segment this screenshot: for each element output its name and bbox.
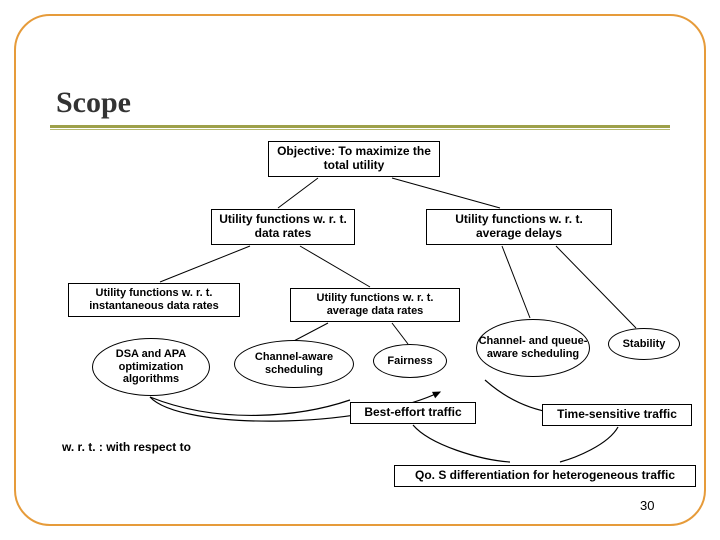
title-underline-thick [50,125,670,128]
node-utility-delays: Utility functions w. r. t. average delay… [426,209,612,245]
ellipse-dsa: DSA and APA optimization algorithms [92,338,210,396]
title-underline-thin [50,129,670,130]
ellipse-stability: Stability [608,328,680,360]
ellipse-channel-aware: Channel-aware scheduling [234,340,354,388]
page-title: Scope [56,86,131,120]
ellipse-fairness: Fairness [373,344,447,378]
node-best-effort: Best-effort traffic [350,402,476,424]
node-objective: Objective: To maximize the total utility [268,141,440,177]
node-utility-instantaneous: Utility functions w. r. t. instantaneous… [68,283,240,317]
node-time-sensitive: Time-sensitive traffic [542,404,692,426]
page-number: 30 [640,498,654,513]
footnote: w. r. t. : with respect to [62,440,191,454]
node-utility-rates: Utility functions w. r. t. data rates [211,209,355,245]
node-utility-average: Utility functions w. r. t. average data … [290,288,460,322]
node-qos: Qo. S differentiation for heterogeneous … [394,465,696,487]
ellipse-channel-queue: Channel- and queue-aware scheduling [476,319,590,377]
